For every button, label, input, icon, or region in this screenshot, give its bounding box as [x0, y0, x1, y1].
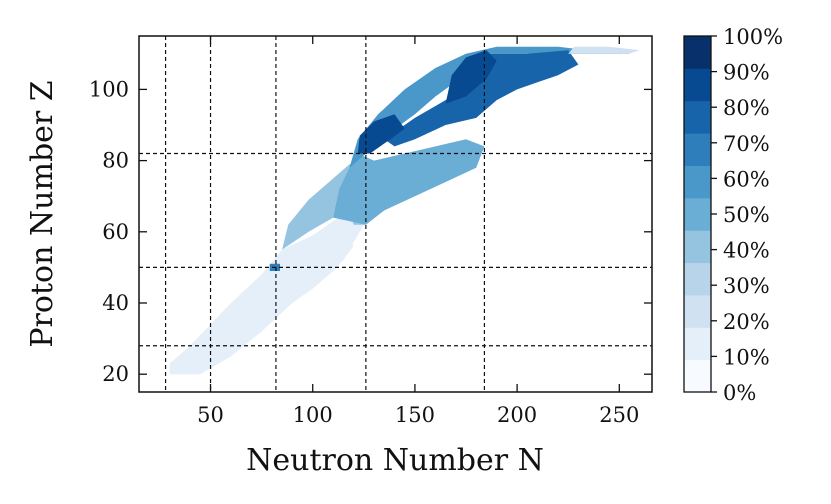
colorbar-label: 40% [723, 239, 770, 263]
heatmap-region-dark-core-2 [445, 50, 497, 104]
x-axis-title: Neutron Number N [246, 443, 544, 478]
colorbar-segment [684, 68, 711, 102]
x-tick-label: 250 [599, 403, 639, 427]
colorbar-label: 90% [723, 61, 770, 85]
colorbar-segment [684, 327, 711, 361]
colorbar-label: 20% [723, 310, 770, 334]
colorbar-segment [684, 36, 711, 69]
colorbar-label: 30% [723, 274, 770, 298]
y-tick-label: 60 [102, 220, 129, 244]
colorbar-segment [684, 100, 711, 134]
colorbar-segment [684, 262, 711, 296]
colorbar-segment [684, 230, 711, 264]
x-tick-label: 150 [395, 403, 435, 427]
magic-number-lines [139, 36, 652, 392]
x-tick-label: 100 [293, 403, 333, 427]
x-tick-label: 200 [497, 403, 537, 427]
y-tick-label: 40 [102, 291, 129, 315]
y-axis-ticks: 20 40 60 80 100 [89, 77, 652, 386]
x-tick-label: 50 [197, 403, 224, 427]
colorbar-label: 80% [723, 96, 770, 120]
colorbar: 0% 10% 20% 30% 40% 50% 60% 70% 80% 90% 100% [683, 25, 783, 405]
colorbar-segment [684, 197, 711, 231]
colorbar-segment [684, 294, 711, 328]
y-tick-label: 100 [89, 77, 129, 101]
colorbar-label: 50% [723, 203, 770, 227]
heatmap-region-dark-core-1 [357, 114, 405, 154]
y-axis-title: Proton Number Z [25, 80, 60, 347]
heatmap-region-tail [568, 46, 640, 54]
y-tick-label: 20 [102, 362, 129, 386]
colorbar-label: 0% [723, 381, 756, 405]
colorbar-segment [684, 165, 711, 199]
colorbar-segment [684, 133, 711, 166]
colorbar-label: 100% [723, 25, 783, 49]
plot-area [169, 46, 640, 375]
y-tick-label: 80 [102, 149, 129, 173]
heatmap-region-deformed-upper [349, 46, 630, 168]
colorbar-label: 60% [723, 167, 770, 191]
colorbar-label: 10% [723, 345, 770, 369]
heatmap-region-gap-126 [333, 139, 485, 225]
heatmap-region-upper-band [384, 50, 579, 147]
x-axis-ticks: 50 100 150 200 250 [197, 36, 639, 427]
colorbar-label: 70% [723, 132, 770, 156]
plot-frame [138, 35, 653, 393]
heatmap-region-light-mid [179, 231, 354, 371]
colorbar-segment [684, 359, 711, 393]
